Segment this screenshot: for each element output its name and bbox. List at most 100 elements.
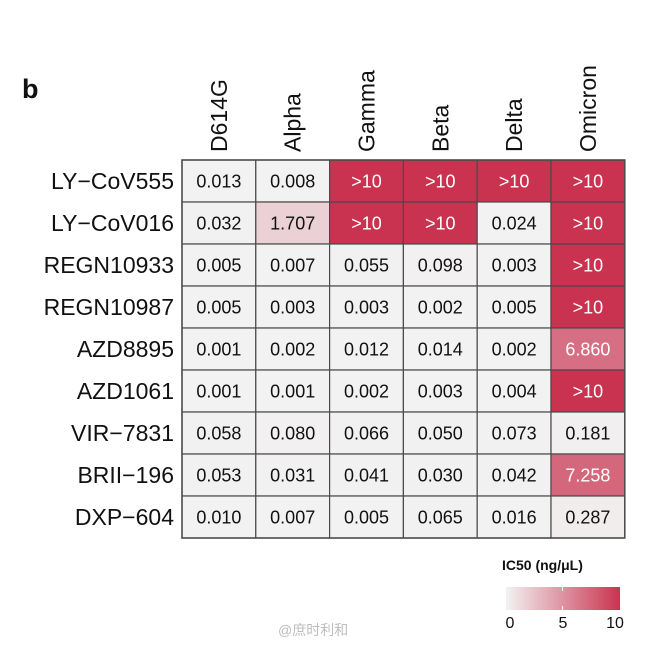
heatmap-cell xyxy=(402,453,478,497)
cell-value-label: 0.002 xyxy=(344,382,389,402)
cell-value-label: 0.031 xyxy=(270,466,315,486)
cell-value-label: 0.055 xyxy=(344,256,389,276)
cell-value-label: 0.003 xyxy=(344,298,389,318)
heatmap-cell xyxy=(550,159,626,203)
heatmap-cell xyxy=(181,369,257,413)
heatmap-cell xyxy=(255,243,331,287)
cell-value-label: 0.004 xyxy=(492,382,537,402)
heatmap-cell xyxy=(181,327,257,371)
heatmap-cell xyxy=(402,495,478,539)
cell-value-label: 0.014 xyxy=(418,340,463,360)
cell-value-label: 0.003 xyxy=(418,382,463,402)
row-label: AZD8895 xyxy=(77,336,174,362)
cell-value-label: >10 xyxy=(351,172,382,192)
cell-value-label: 0.030 xyxy=(418,466,463,486)
cell-value-label: 7.258 xyxy=(565,466,610,486)
row-label: LY−CoV555 xyxy=(51,168,174,194)
cell-value-label: >10 xyxy=(573,214,604,234)
heatmap-cell xyxy=(329,201,405,245)
heatmap-cell xyxy=(329,243,405,287)
cell-value-label: 0.005 xyxy=(344,508,389,528)
heatmap-cell xyxy=(255,369,331,413)
cell-value-label: 0.001 xyxy=(196,382,241,402)
color-scale-bar xyxy=(506,587,620,610)
heatmap-cell xyxy=(476,327,552,371)
heatmap-cell xyxy=(181,243,257,287)
heatmap-cell xyxy=(329,369,405,413)
cell-value-label: 0.098 xyxy=(418,256,463,276)
heatmap-cell xyxy=(550,285,626,329)
cell-value-label: 0.005 xyxy=(196,256,241,276)
cell-value-label: >10 xyxy=(573,256,604,276)
heatmap-cell xyxy=(476,411,552,455)
heatmap-cell xyxy=(476,201,552,245)
cell-value-label: 0.007 xyxy=(270,508,315,528)
cell-value-label: 0.007 xyxy=(270,256,315,276)
cell-value-label: 0.032 xyxy=(196,214,241,234)
cell-value-label: >10 xyxy=(573,172,604,192)
heatmap-cell xyxy=(402,285,478,329)
column-label: Delta xyxy=(501,98,527,152)
cell-value-label: 0.001 xyxy=(270,382,315,402)
legend-tick-mark xyxy=(562,587,563,591)
cell-value-label: 6.860 xyxy=(565,340,610,360)
heatmap-cell xyxy=(476,495,552,539)
cell-value-label: 0.024 xyxy=(492,214,537,234)
legend-title: IC50 (ng/μL) xyxy=(502,557,583,573)
heatmap-cell xyxy=(550,243,626,287)
cell-value-label: 0.053 xyxy=(196,466,241,486)
cell-value-label: 0.002 xyxy=(492,340,537,360)
legend-label-max: 10 xyxy=(606,615,624,632)
heatmap-cell xyxy=(255,453,331,497)
cell-value-label: 0.013 xyxy=(196,172,241,192)
heatmap-cell xyxy=(550,411,626,455)
column-label: Beta xyxy=(427,104,453,152)
cell-value-label: 0.287 xyxy=(565,508,610,528)
heatmap-cell xyxy=(550,201,626,245)
cell-value-label: 0.066 xyxy=(344,424,389,444)
cell-value-label: 0.003 xyxy=(492,256,537,276)
cell-value-label: 0.003 xyxy=(270,298,315,318)
panel-label: b xyxy=(22,74,39,104)
cell-value-label: >10 xyxy=(425,214,456,234)
legend-label-mid: 5 xyxy=(558,615,568,632)
watermark: @庶时利和 xyxy=(278,622,349,638)
row-label: BRII−196 xyxy=(77,462,174,488)
cell-value-label: 0.050 xyxy=(418,424,463,444)
cell-value-label: 0.002 xyxy=(270,340,315,360)
heatmap-cell xyxy=(329,327,405,371)
heatmap-cell xyxy=(329,495,405,539)
legend-tick-mark xyxy=(562,606,563,610)
cell-value-label: 0.005 xyxy=(492,298,537,318)
cell-value-label: 0.010 xyxy=(196,508,241,528)
cell-value-label: 0.058 xyxy=(196,424,241,444)
heatmap-cell xyxy=(550,369,626,413)
row-label: REGN10933 xyxy=(44,252,174,278)
cell-value-label: >10 xyxy=(573,298,604,318)
cell-value-label: 0.080 xyxy=(270,424,315,444)
column-label: Omicron xyxy=(575,65,601,152)
row-label: VIR−7831 xyxy=(71,420,174,446)
cell-value-label: 0.005 xyxy=(196,298,241,318)
heatmap-cell xyxy=(181,411,257,455)
heatmap-border xyxy=(181,159,626,539)
heatmap-cell xyxy=(255,495,331,539)
cell-value-label: 0.065 xyxy=(418,508,463,528)
cell-value-label: 0.001 xyxy=(196,340,241,360)
row-label: LY−CoV016 xyxy=(51,210,174,236)
column-label: Gamma xyxy=(354,70,380,152)
heatmap-cell xyxy=(255,201,331,245)
cell-value-label: 0.008 xyxy=(270,172,315,192)
column-label: D614G xyxy=(206,79,232,152)
heatmap-cell xyxy=(402,327,478,371)
heatmap-cell xyxy=(255,411,331,455)
heatmap-chart: 0.013 0.008 >10 >10 >10 >10 0.032 1.707 >10 >10 0.… xyxy=(44,65,626,539)
column-label: Alpha xyxy=(280,93,306,152)
cell-value-label: 0.012 xyxy=(344,340,389,360)
heatmap-cell xyxy=(329,411,405,455)
heatmap-cell xyxy=(550,495,626,539)
cell-value-label: >10 xyxy=(425,172,456,192)
legend-label-min: 0 xyxy=(505,615,515,632)
heatmap-cell xyxy=(402,369,478,413)
heatmap-cell xyxy=(181,285,257,329)
